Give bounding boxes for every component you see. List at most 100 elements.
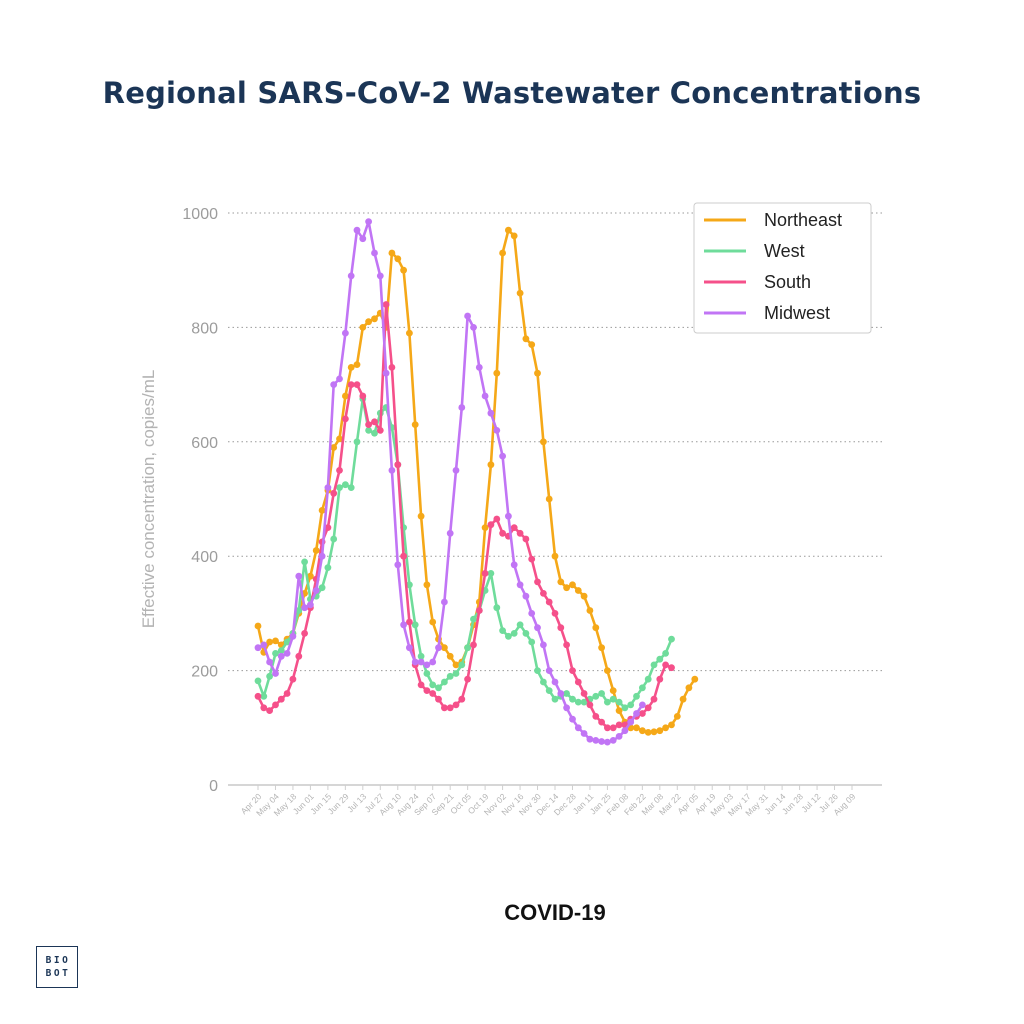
data-point-northeast	[481, 524, 489, 531]
data-point-midwest	[307, 601, 314, 609]
data-point-northeast	[441, 644, 448, 652]
data-point-south	[470, 641, 477, 649]
data-point-south	[662, 661, 669, 669]
data-point-northeast	[592, 624, 600, 632]
data-point-west	[371, 429, 378, 437]
data-point-south	[510, 524, 518, 531]
data-point-midwest	[493, 427, 501, 434]
data-point-northeast	[400, 266, 407, 274]
data-point-south	[499, 529, 506, 537]
data-point-northeast	[557, 578, 565, 586]
y-tick-label-400: 400	[191, 549, 218, 566]
data-point-south	[452, 701, 460, 709]
data-point-south	[598, 718, 605, 726]
data-point-northeast	[563, 584, 570, 592]
data-point-west	[592, 692, 600, 700]
data-point-south	[435, 695, 442, 703]
data-point-northeast	[662, 724, 669, 732]
data-point-midwest	[330, 381, 338, 388]
data-point-northeast	[633, 724, 640, 732]
data-point-midwest	[388, 467, 396, 474]
data-point-south	[423, 687, 431, 694]
data-point-south	[644, 704, 652, 712]
data-point-northeast	[609, 687, 617, 694]
data-point-midwest	[324, 484, 332, 491]
data-point-south	[656, 675, 664, 683]
data-point-northeast	[644, 729, 652, 736]
data-point-northeast	[650, 728, 658, 736]
data-point-northeast	[394, 255, 402, 263]
data-point-northeast	[371, 315, 378, 323]
data-point-midwest	[621, 727, 629, 735]
series-line-northeast	[256, 228, 697, 734]
data-point-northeast	[312, 547, 320, 554]
data-point-midwest	[277, 652, 285, 660]
data-point-west	[254, 677, 262, 685]
data-point-northeast	[574, 587, 582, 594]
data-point-south	[522, 535, 530, 543]
data-point-west	[668, 635, 675, 643]
data-point-west	[260, 692, 268, 700]
data-point-northeast	[411, 421, 419, 428]
biobot-logo: BIO BOT	[36, 946, 78, 988]
data-point-south	[551, 610, 559, 617]
data-point-midwest	[639, 701, 646, 709]
data-point-west	[470, 615, 477, 623]
data-point-northeast	[342, 392, 349, 400]
data-point-south	[283, 690, 291, 697]
data-point-west	[411, 621, 419, 629]
data-point-midwest	[283, 650, 291, 657]
data-point-south	[272, 701, 279, 709]
data-point-west	[540, 678, 547, 686]
data-point-south	[668, 664, 675, 672]
data-point-west	[429, 681, 437, 689]
data-point-south	[528, 555, 536, 563]
data-point-northeast	[691, 675, 699, 683]
data-point-south	[493, 515, 501, 523]
legend-label-midwest: Midwest	[764, 303, 830, 323]
data-point-northeast	[487, 461, 495, 469]
y-axis-label: Effective concentration, copies/mL	[139, 370, 158, 629]
data-point-south	[592, 713, 600, 720]
data-point-midwest	[441, 598, 448, 606]
data-point-northeast	[347, 364, 355, 371]
data-point-midwest	[411, 658, 419, 666]
data-point-west	[353, 438, 361, 446]
data-point-midwest	[534, 624, 541, 632]
data-point-northeast	[673, 713, 681, 720]
data-point-northeast	[545, 495, 553, 503]
data-point-midwest	[487, 409, 495, 417]
data-point-west	[423, 670, 431, 677]
data-point-south	[353, 381, 361, 388]
legend-label-south: South	[764, 272, 811, 292]
data-point-south	[481, 570, 489, 577]
data-point-northeast	[406, 329, 413, 337]
data-point-midwest	[376, 272, 384, 280]
data-point-northeast	[569, 581, 576, 589]
data-point-midwest	[574, 724, 582, 732]
data-point-midwest	[371, 249, 378, 257]
data-point-midwest	[516, 581, 524, 589]
data-point-midwest	[353, 226, 361, 234]
data-point-northeast	[353, 361, 361, 368]
data-point-west	[604, 698, 611, 706]
data-point-west	[499, 627, 506, 634]
legend-label-west: West	[764, 241, 805, 261]
data-point-south	[516, 529, 524, 537]
data-point-south	[604, 724, 611, 732]
data-point-west	[627, 701, 635, 709]
data-point-northeast	[668, 721, 675, 729]
data-point-midwest	[452, 467, 460, 474]
data-point-midwest	[406, 644, 413, 652]
data-point-midwest	[586, 735, 594, 743]
legend-label-northeast: Northeast	[764, 210, 842, 230]
data-point-midwest	[342, 329, 349, 337]
data-point-west	[324, 564, 332, 571]
data-point-midwest	[272, 670, 279, 677]
data-point-northeast	[510, 232, 518, 240]
data-point-midwest	[505, 512, 512, 520]
data-point-south	[557, 624, 565, 632]
data-point-west	[633, 692, 640, 700]
data-point-south	[534, 578, 541, 586]
data-point-south	[458, 695, 466, 703]
